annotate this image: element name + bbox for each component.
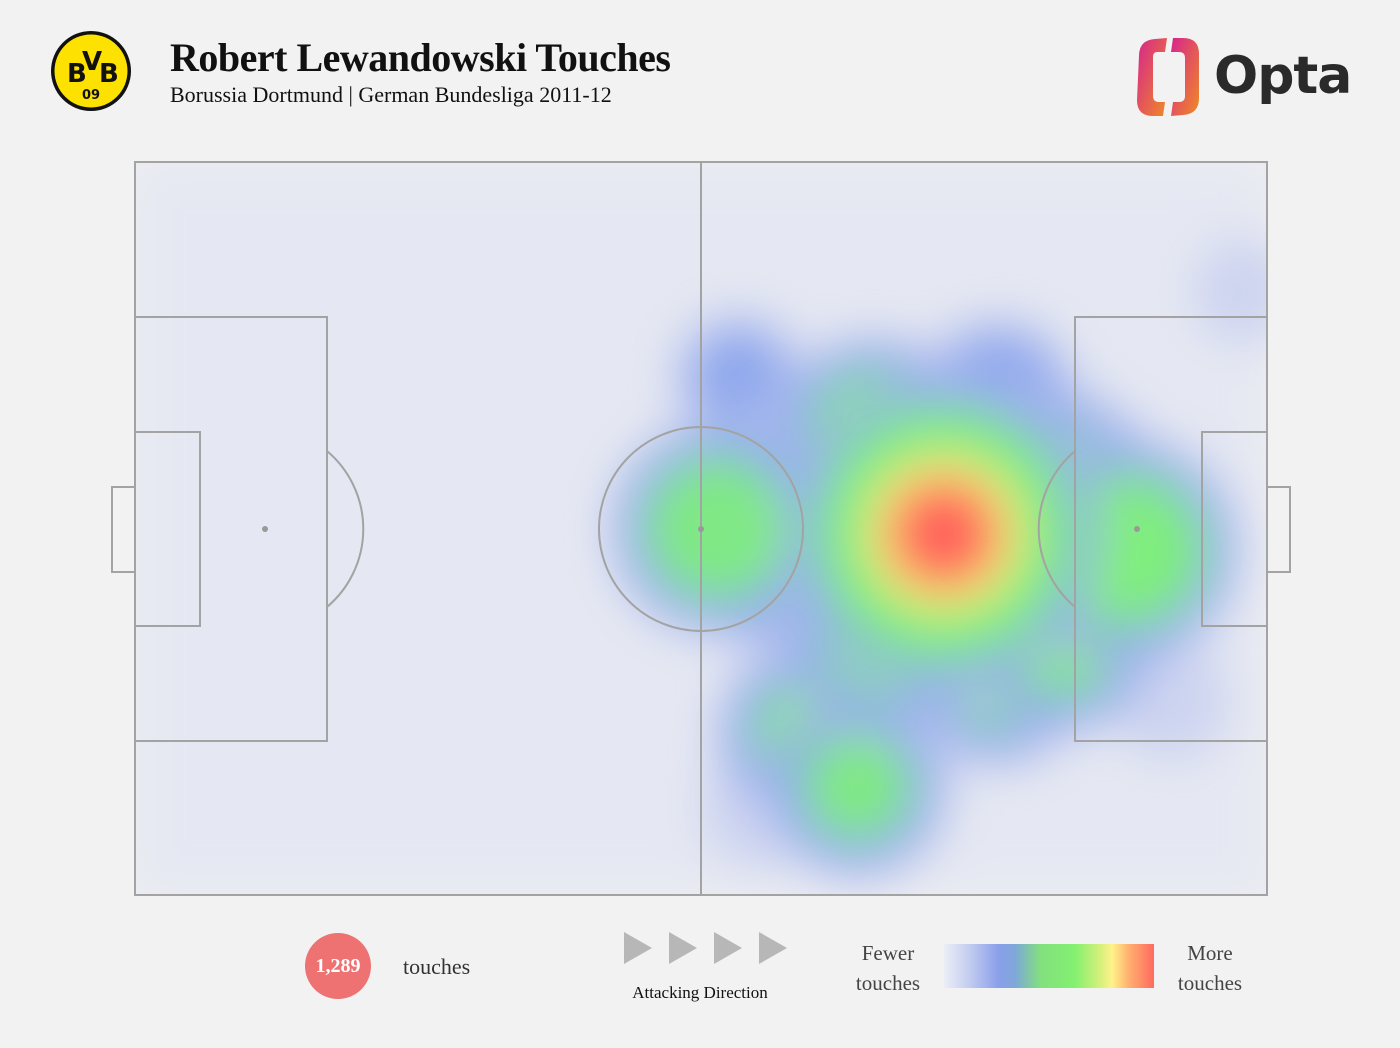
left-penalty-spot xyxy=(262,526,268,532)
legend-more-line1: More xyxy=(1187,941,1233,965)
club-crest-logo: B V B 09 xyxy=(51,31,131,111)
legend-fewer-line2: touches xyxy=(855,971,921,995)
attacking-direction-label: Attacking Direction xyxy=(632,983,768,1002)
touch-count-badge: 1,289 xyxy=(305,933,371,999)
crest-letter-b1: B xyxy=(67,59,87,89)
crest-number: 09 xyxy=(82,88,100,103)
brand-name: Opta xyxy=(1214,46,1352,106)
right-penalty-spot xyxy=(1134,526,1140,532)
crest-letter-b2: B xyxy=(99,59,119,89)
chart-subtitle: Borussia Dortmund | German Bundesliga 20… xyxy=(170,82,612,107)
play-arrow-icon xyxy=(714,932,742,964)
center-spot xyxy=(698,526,704,532)
touch-count: 1,289 xyxy=(315,954,361,977)
left-goal xyxy=(111,486,136,573)
pitch-heatmap xyxy=(111,161,1291,896)
legend-more-line2: touches xyxy=(1177,971,1243,995)
pitch-markings xyxy=(111,161,1291,896)
heat-spot xyxy=(803,733,911,841)
legend-fewer-label: Fewer touches xyxy=(838,938,938,998)
heat-spot xyxy=(1191,237,1267,346)
play-arrow-icon xyxy=(759,932,787,964)
heat-layer xyxy=(135,162,1267,895)
touch-count-label: touches xyxy=(403,954,471,979)
crest-fill xyxy=(54,34,128,108)
chart-title: Robert Lewandowski Touches xyxy=(170,35,671,80)
play-arrow-icon xyxy=(624,932,652,964)
heat-spot xyxy=(645,456,790,601)
opta-logo-icon xyxy=(1137,38,1199,116)
right-penalty-arc xyxy=(1037,450,1076,608)
play-arrow-icon xyxy=(669,932,697,964)
crest-letter-v: V xyxy=(82,47,102,77)
legend-more-label: More touches xyxy=(1160,938,1260,998)
right-goal xyxy=(1266,486,1291,573)
heat-spot xyxy=(899,489,988,578)
center-circle xyxy=(598,426,804,632)
left-penalty-arc xyxy=(326,450,365,608)
legend-fewer-line1: Fewer xyxy=(861,941,915,965)
legend-color-scale xyxy=(944,944,1154,988)
attacking-direction-arrows xyxy=(624,932,787,964)
